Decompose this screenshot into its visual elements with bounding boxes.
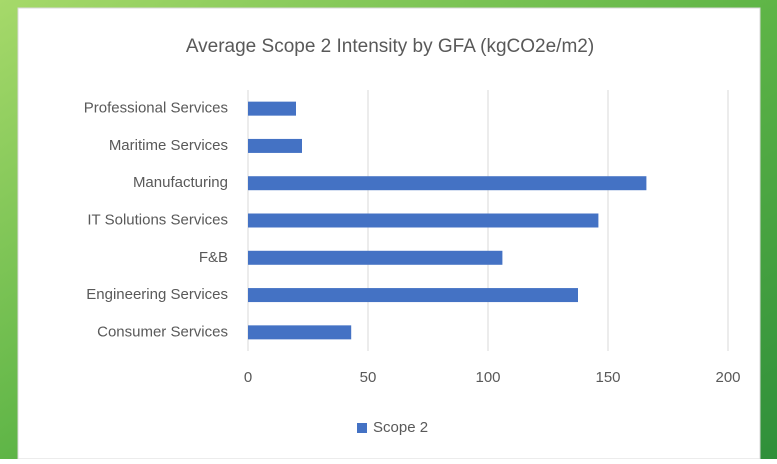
chart-title: Average Scope 2 Intensity by GFA (kgCO2e… bbox=[186, 36, 594, 57]
y-tick-label: Maritime Services bbox=[109, 137, 228, 154]
legend-label: Scope 2 bbox=[373, 419, 428, 436]
legend-swatch bbox=[357, 423, 367, 433]
y-tick-label: Consumer Services bbox=[97, 323, 228, 340]
x-tick-label: 150 bbox=[595, 369, 620, 386]
bar bbox=[248, 138, 302, 153]
x-tick-label: 50 bbox=[360, 369, 377, 386]
bar bbox=[248, 250, 503, 265]
y-tick-label: Manufacturing bbox=[133, 174, 228, 191]
bar bbox=[248, 288, 578, 303]
bar bbox=[248, 176, 647, 191]
bar bbox=[248, 213, 599, 228]
y-tick-label: Engineering Services bbox=[86, 286, 228, 303]
chart-area bbox=[17, 7, 761, 460]
bar bbox=[248, 101, 296, 116]
y-tick-label: IT Solutions Services bbox=[87, 211, 228, 228]
x-tick-label: 0 bbox=[244, 369, 252, 386]
x-tick-label: 200 bbox=[715, 369, 740, 386]
x-tick-label: 100 bbox=[475, 369, 500, 386]
bar bbox=[248, 325, 352, 340]
y-tick-label: Professional Services bbox=[84, 100, 228, 117]
y-tick-label: F&B bbox=[199, 249, 228, 266]
